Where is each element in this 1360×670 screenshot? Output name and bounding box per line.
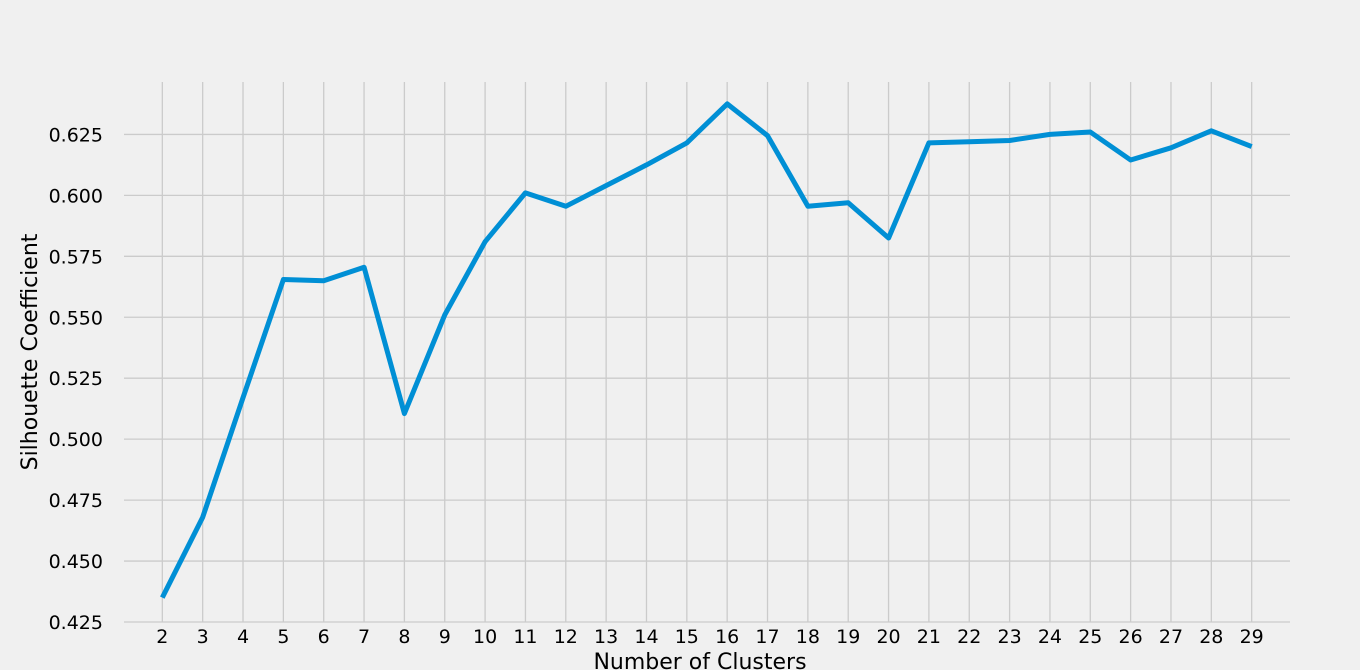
- x-tick-label: 21: [917, 626, 941, 648]
- x-tick-label: 3: [197, 626, 209, 648]
- x-tick-label: 10: [473, 626, 497, 648]
- x-tick-labels: 2 3 4 5 6 7 8 9 10 11 12 13 14 15 16 17 18 19 20 21 22 23 24 25…: [156, 626, 1263, 648]
- x-tick-label: 29: [1240, 626, 1264, 648]
- x-tick-label: 14: [634, 626, 658, 648]
- y-axis-label: Silhouette Coefficient: [18, 233, 43, 470]
- x-tick-label: 16: [715, 626, 739, 648]
- grid-lines: [124, 82, 1290, 623]
- x-tick-label: 28: [1199, 626, 1223, 648]
- x-tick-label: 23: [998, 626, 1022, 648]
- x-tick-label: 17: [755, 626, 779, 648]
- y-tick-label: 0.425: [49, 612, 103, 634]
- y-tick-label: 0.525: [49, 368, 103, 390]
- y-tick-label: 0.450: [49, 551, 103, 573]
- x-tick-label: 22: [957, 626, 981, 648]
- x-tick-label: 18: [796, 626, 820, 648]
- x-tick-label: 26: [1119, 626, 1143, 648]
- x-tick-label: 5: [277, 626, 289, 648]
- x-tick-label: 11: [513, 626, 537, 648]
- x-tick-label: 13: [594, 626, 618, 648]
- x-tick-label: 4: [237, 626, 249, 648]
- x-tick-label: 9: [439, 626, 451, 648]
- x-tick-label: 8: [398, 626, 410, 648]
- y-tick-label: 0.575: [49, 246, 103, 268]
- x-tick-label: 20: [876, 626, 900, 648]
- y-tick-label: 0.550: [49, 307, 103, 329]
- x-tick-label: 7: [358, 626, 370, 648]
- series-line-0: [160, 101, 1253, 599]
- x-tick-label: 2: [156, 626, 168, 648]
- x-axis-label: Number of Clusters: [593, 650, 806, 670]
- y-tick-labels: 0.425 0.450 0.475 0.500 0.525 0.550 0.575 0.600…: [49, 124, 103, 634]
- series-lines: [160, 101, 1253, 599]
- y-tick-label: 0.600: [49, 185, 103, 207]
- x-tick-label: 27: [1159, 626, 1183, 648]
- x-tick-label: 24: [1038, 626, 1062, 648]
- x-tick-label: 6: [318, 626, 330, 648]
- x-tick-label: 12: [554, 626, 578, 648]
- y-tick-label: 0.500: [49, 429, 103, 451]
- y-tick-label: 0.475: [49, 490, 103, 512]
- x-tick-label: 25: [1078, 626, 1102, 648]
- x-tick-label: 19: [836, 626, 860, 648]
- y-tick-label: 0.625: [49, 124, 103, 146]
- x-tick-label: 15: [675, 626, 699, 648]
